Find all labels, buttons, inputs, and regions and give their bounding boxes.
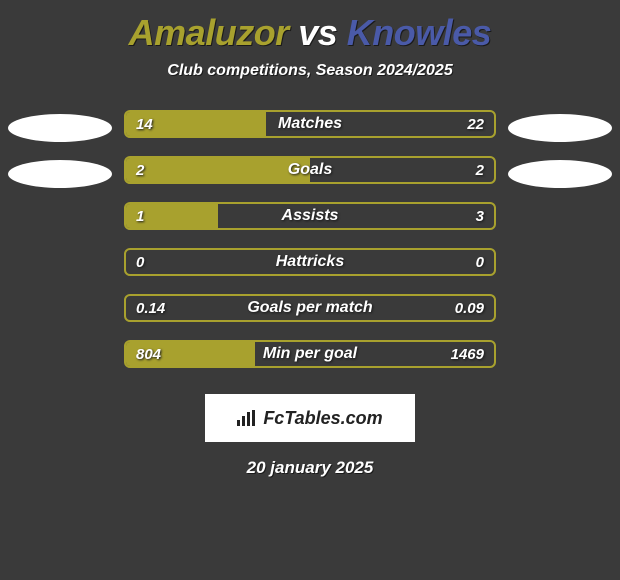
brand-icon-bar <box>252 410 255 426</box>
stat-value-right: 0 <box>476 250 484 274</box>
right-badges <box>500 110 620 188</box>
subtitle: Club competitions, Season 2024/2025 <box>0 62 620 80</box>
stat-value-right: 1469 <box>451 342 484 366</box>
brand-icon-bar <box>242 416 245 426</box>
brand-icon-bar <box>237 420 240 426</box>
stat-value-right: 0.09 <box>455 296 484 320</box>
left-badge-2 <box>8 160 112 188</box>
stat-bar-row: 0.14 0.09Goals per match <box>124 294 496 322</box>
brand-text: FcTables.com <box>263 408 382 429</box>
stat-bar-fill-left <box>126 204 218 228</box>
stat-bars: 1422Matches 22Goals 13Assists 0 0Hattricks 0.… <box>120 110 500 368</box>
date-text: 20 january 2025 <box>0 458 620 478</box>
stat-value-right: 3 <box>476 204 484 228</box>
right-badge-2 <box>508 160 612 188</box>
brand-bars-icon <box>237 410 257 426</box>
right-badge-1 <box>508 114 612 142</box>
stat-bar-fill-left <box>126 158 310 182</box>
stat-value-left: 0.14 <box>136 296 165 320</box>
stat-label: Goals per match <box>126 296 494 320</box>
stat-bar-row: 1422Matches <box>124 110 496 138</box>
player2-name: Knowles <box>347 12 492 53</box>
stat-label: Hattricks <box>126 250 494 274</box>
vs-text: vs <box>298 12 337 53</box>
left-badge-1 <box>8 114 112 142</box>
stat-bar-fill-left <box>126 112 266 136</box>
comparison-title: Amaluzor vs Knowles <box>0 0 620 54</box>
stat-bar-row: 0 0Hattricks <box>124 248 496 276</box>
stat-value-left: 0 <box>136 250 144 274</box>
stat-bar-fill-left <box>126 342 255 366</box>
left-badges <box>0 110 120 188</box>
stat-value-right: 22 <box>467 112 484 136</box>
stat-bar-row: 22Goals <box>124 156 496 184</box>
stat-bar-row: 13Assists <box>124 202 496 230</box>
brand-box: FcTables.com <box>205 394 415 442</box>
stat-bar-row: 8041469Min per goal <box>124 340 496 368</box>
brand-icon-bar <box>247 412 250 426</box>
stat-value-right: 2 <box>476 158 484 182</box>
player1-name: Amaluzor <box>129 12 289 53</box>
comparison-content: 1422Matches 22Goals 13Assists 0 0Hattricks 0.… <box>0 110 620 368</box>
